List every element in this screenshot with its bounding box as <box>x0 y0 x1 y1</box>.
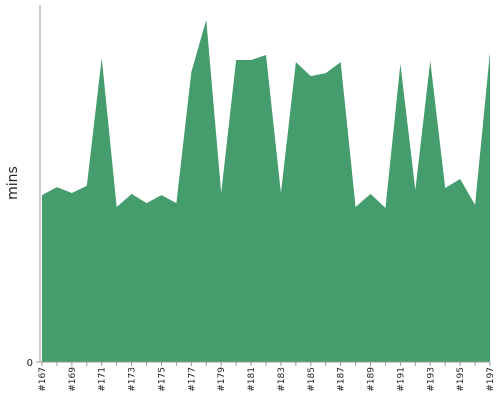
x-tick-label: #193 <box>426 367 436 392</box>
x-tick-label: #197 <box>486 367 496 392</box>
x-tick-label: #195 <box>456 367 466 392</box>
x-tick-label: #171 <box>98 367 108 392</box>
x-tick-label: #189 <box>367 367 377 392</box>
x-tick-label: #175 <box>157 367 167 392</box>
x-tick-label: #191 <box>396 367 406 392</box>
x-tick-label: #181 <box>247 367 257 392</box>
y-tick-label: 0 <box>27 358 33 369</box>
x-tick-label: #185 <box>307 367 317 392</box>
x-tick-label: #167 <box>38 367 48 392</box>
x-tick-label: #177 <box>187 367 197 392</box>
area <box>42 19 490 362</box>
x-tick-label: #169 <box>68 367 78 392</box>
x-tick-label: #179 <box>217 367 227 392</box>
y-axis-label: mins <box>5 166 21 200</box>
x-tick-label: #173 <box>128 367 138 392</box>
x-tick-label: #183 <box>277 367 287 392</box>
x-tick-label: #187 <box>337 367 347 392</box>
